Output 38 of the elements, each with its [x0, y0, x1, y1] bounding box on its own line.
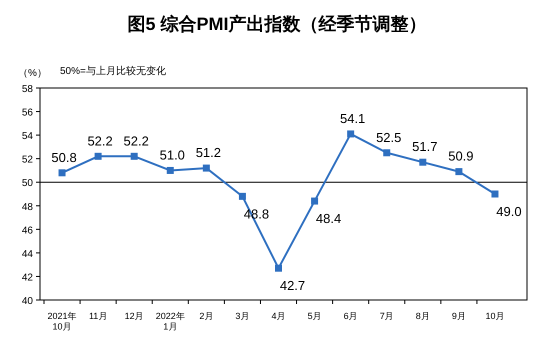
ytick: 58: [22, 84, 33, 95]
data-label: 50.9: [448, 148, 474, 164]
ytick: 42: [22, 272, 33, 284]
ytick: 56: [22, 108, 33, 119]
ytick: 44: [22, 248, 33, 260]
data-label: 54.1: [340, 110, 366, 126]
data-label: 49.0: [496, 204, 522, 219]
ytick: 40: [22, 296, 33, 307]
data-label: 50.8: [51, 150, 77, 165]
xtick: 6月: [344, 311, 358, 321]
xtick: 3月: [235, 311, 250, 321]
xtick: 9月: [452, 311, 466, 321]
xtick: 11月: [88, 311, 108, 321]
xtick: 7月: [380, 311, 394, 321]
xtick: 8月: [416, 311, 430, 321]
annotation: 50%=与上月比较无变化: [60, 66, 166, 77]
data-label: 51.7: [412, 139, 438, 154]
ytick: 50: [22, 178, 33, 190]
title: 图5 综合PMI产出指数（经季节调整）: [128, 14, 426, 34]
ytick: 48: [22, 202, 33, 213]
xtick: 4月: [272, 311, 286, 321]
ylabel: （%）: [18, 68, 47, 79]
data-label: 52.2: [124, 133, 149, 148]
xtick: 12月: [124, 311, 144, 321]
ytick: 52: [22, 154, 33, 166]
xtick: 5月: [308, 311, 322, 321]
data-label: 52.5: [376, 130, 402, 145]
ytick: 54: [22, 131, 33, 142]
data-label: 51.2: [196, 145, 221, 160]
xtick: 2022年 1月: [156, 311, 185, 332]
ytick: 46: [22, 225, 33, 236]
data-label: 52.2: [87, 133, 113, 148]
xtick: 2月: [199, 311, 214, 321]
data-label: 42.7: [280, 278, 306, 294]
data-label: 48.4: [316, 211, 342, 226]
data-label: 51.0: [160, 147, 185, 162]
xtick: 2021年 10月: [48, 311, 77, 332]
xtick: 10月: [485, 311, 504, 321]
